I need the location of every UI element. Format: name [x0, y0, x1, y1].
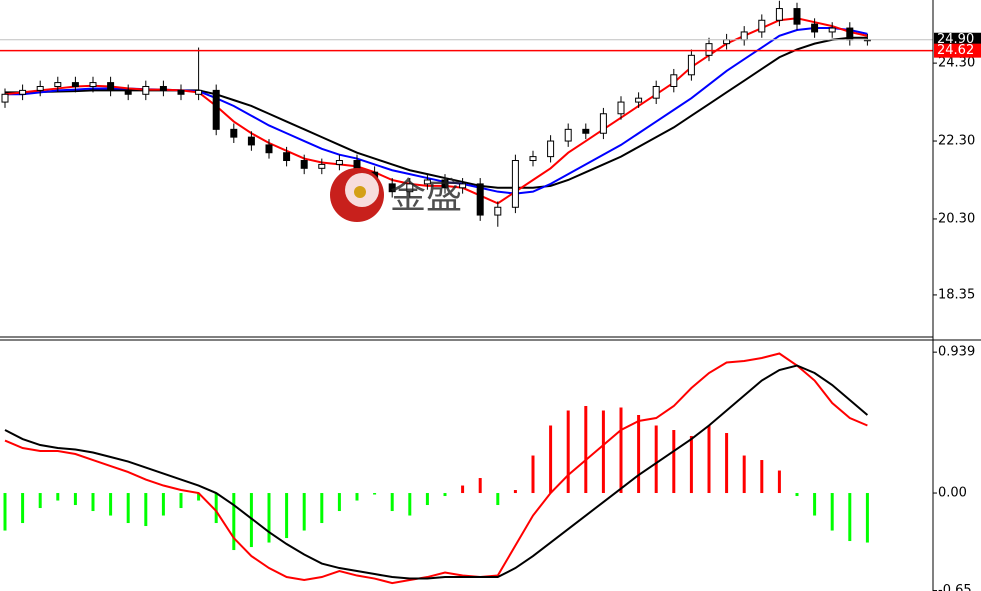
candle-body: [142, 85, 150, 95]
candle-body: [318, 163, 326, 169]
candle-body: [441, 179, 449, 189]
candle-body: [283, 152, 291, 162]
candle-body: [793, 8, 801, 25]
candle-body: [54, 82, 62, 87]
candle-body: [758, 19, 766, 33]
candle-body: [19, 89, 27, 95]
watermark-text: 金盛: [390, 176, 462, 217]
watermark-logo-dot: [354, 186, 366, 198]
candle-body: [547, 140, 555, 158]
watermark: 金盛: [330, 168, 462, 222]
candle-body: [230, 128, 238, 138]
candle-body: [564, 128, 572, 142]
candle-body: [247, 136, 255, 146]
candle-body: [828, 27, 836, 33]
candle-body: [811, 23, 819, 33]
candle-body: [582, 128, 590, 134]
candle-body: [494, 206, 502, 216]
candle-body: [89, 82, 97, 87]
macd-line: [4, 352, 868, 585]
y-tick-label: 24.30: [938, 56, 975, 71]
price-label: 24.90: [937, 32, 974, 47]
candle-body: [177, 89, 185, 95]
y-tick-label: -0.65: [938, 583, 972, 591]
candle-body: [529, 156, 537, 162]
candle-body: [300, 160, 308, 169]
y-tick-label: 22.30: [938, 134, 975, 149]
candle-body: [617, 101, 625, 115]
candle-body: [335, 160, 343, 165]
candle-body: [670, 74, 678, 87]
candle-body: [687, 54, 695, 76]
candle-body: [406, 183, 414, 193]
candle-body: [599, 113, 607, 134]
candle-body: [265, 144, 273, 154]
candle-body: [705, 43, 713, 56]
candle-body: [846, 27, 854, 41]
candle-body: [124, 89, 132, 95]
price-label-bg: [934, 43, 981, 58]
candle-body: [775, 8, 783, 21]
candle-body: [388, 183, 396, 193]
candle-body: [195, 89, 203, 95]
y-tick-label: 0.00: [938, 486, 967, 501]
candle-body: [159, 85, 167, 91]
candle-body: [723, 39, 731, 45]
candle-body: [1, 93, 9, 103]
candle-body: [511, 160, 519, 208]
candle-body: [459, 183, 467, 189]
candle-body: [476, 183, 484, 216]
candle-body: [423, 179, 431, 185]
y-tick-label: 18.35: [938, 287, 975, 302]
candle-body: [635, 97, 643, 103]
y-tick-label: 0.939: [938, 345, 975, 360]
candle-body: [107, 82, 115, 91]
candle-body: [740, 31, 748, 41]
price-label-bg: [934, 32, 981, 47]
price-label: 24.62: [937, 43, 974, 58]
candle-body: [212, 89, 220, 130]
y-tick-label: 20.30: [938, 211, 975, 226]
candle-body: [36, 85, 44, 91]
macd-line: [4, 364, 869, 580]
candle-body: [652, 85, 660, 99]
candle-body: [71, 82, 79, 87]
